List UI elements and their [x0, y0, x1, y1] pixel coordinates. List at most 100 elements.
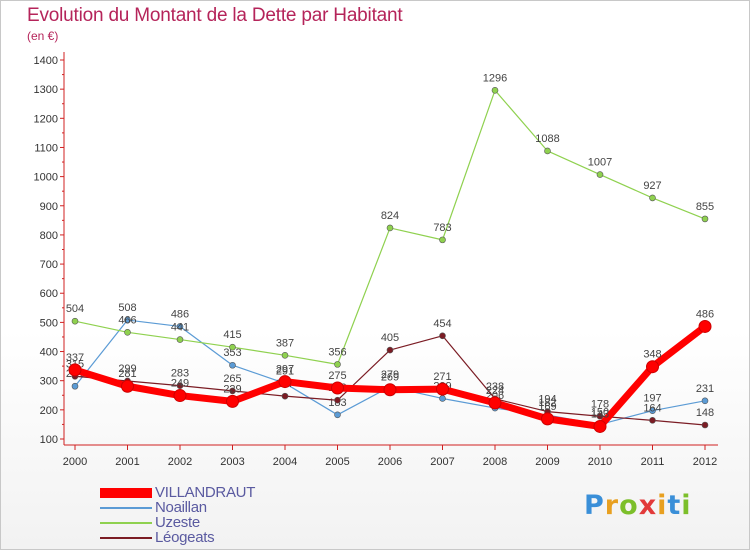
y-tick-label: 1000 [34, 172, 58, 184]
data-label-l-ogeats: 283 [171, 368, 189, 380]
data-point-villandraut [121, 379, 134, 393]
y-tick-label: 800 [40, 230, 58, 242]
x-tick-label: 2008 [483, 456, 507, 468]
data-label-noaillan: 279 [381, 369, 399, 381]
data-label-l-ogeats: 265 [223, 373, 241, 385]
data-point-villandraut [541, 412, 554, 426]
data-label-uzeste: 783 [433, 222, 451, 234]
data-label-villandraut: 143 [591, 408, 609, 420]
legend-swatch [100, 488, 152, 498]
x-tick-label: 2001 [115, 456, 139, 468]
data-point-uzeste [439, 236, 446, 244]
logo-letter: o [619, 490, 639, 521]
data-label-noaillan: 197 [643, 393, 661, 405]
data-point-villandraut [646, 360, 659, 374]
data-label-villandraut: 275 [328, 370, 346, 382]
data-label-villandraut: 269 [381, 372, 399, 384]
data-point-noaillan [71, 382, 79, 390]
data-point-l-ogeats [386, 346, 394, 354]
series-villandraut: 337 281 249 229 297 275 269 271 224 169 143 348 486 [66, 308, 714, 433]
y-tick-label: 700 [40, 259, 58, 271]
data-point-uzeste [596, 171, 604, 178]
x-tick-label: 2003 [220, 456, 244, 468]
data-label-villandraut: 271 [433, 371, 451, 383]
data-point-villandraut [226, 394, 239, 408]
data-point-uzeste [71, 317, 79, 325]
data-point-uzeste [544, 147, 551, 155]
data-point-villandraut [173, 389, 187, 403]
data-point-noaillan [439, 395, 446, 402]
data-label-uzeste: 1296 [483, 72, 507, 84]
data-label-uzeste: 927 [643, 180, 661, 192]
legend-swatch [100, 522, 152, 524]
data-label-villandraut: 169 [538, 401, 556, 413]
data-label-noaillan: 231 [696, 383, 714, 395]
x-tick-label: 2007 [430, 456, 454, 468]
data-point-l-ogeats [334, 396, 341, 404]
logo-letter: i [657, 490, 668, 521]
data-point-villandraut [278, 375, 292, 389]
legend-swatch [100, 537, 152, 539]
y-tick-label: 1100 [34, 142, 58, 154]
data-label-l-ogeats: 454 [433, 318, 451, 330]
data-point-villandraut [698, 319, 712, 333]
x-tick-label: 2010 [588, 456, 612, 468]
data-label-villandraut: 281 [118, 368, 136, 380]
data-label-noaillan: 353 [223, 347, 241, 359]
data-label-noaillan: 182 [538, 397, 556, 409]
legend-swatch [100, 507, 152, 509]
data-label-villandraut: 486 [696, 308, 714, 320]
data-point-l-ogeats [229, 387, 236, 395]
data-label-noaillan: 508 [118, 302, 136, 314]
data-point-l-ogeats [701, 421, 709, 429]
data-label-uzeste: 504 [66, 303, 84, 315]
data-label-l-ogeats: 238 [486, 381, 504, 393]
data-point-uzeste [649, 194, 656, 202]
data-point-noaillan [701, 397, 709, 405]
data-label-l-ogeats: 164 [643, 402, 661, 414]
logo-letter: x [638, 490, 658, 521]
data-label-uzeste: 441 [171, 322, 189, 334]
data-label-l-ogeats: 178 [591, 398, 609, 410]
data-label-villandraut: 229 [223, 383, 241, 395]
legend-label: Noaillan [155, 499, 207, 516]
y-tick-label: 900 [40, 201, 58, 213]
data-point-villandraut [593, 419, 607, 433]
data-label-uzeste: 356 [328, 346, 346, 358]
data-label-uzeste: 387 [276, 337, 294, 349]
y-tick-label: 200 [40, 405, 58, 417]
logo-letter: t [667, 490, 682, 521]
x-tick-label: 2006 [378, 456, 402, 468]
y-tick-label: 1300 [34, 84, 58, 96]
y-tick-label: 300 [40, 376, 58, 388]
x-tick-label: 2012 [693, 456, 717, 468]
x-tick-label: 2002 [168, 456, 192, 468]
y-tick-label: 1200 [34, 113, 58, 125]
x-tick-label: 2000 [63, 456, 87, 468]
data-label-noaillan: 291 [276, 365, 294, 377]
data-label-l-ogeats: 299 [118, 363, 136, 375]
data-point-uzeste [281, 352, 289, 359]
data-point-uzeste [124, 328, 131, 336]
data-label-noaillan: 486 [171, 308, 189, 320]
data-point-l-ogeats [176, 382, 184, 389]
data-label-l-ogeats: 148 [696, 407, 714, 419]
data-point-noaillan [649, 407, 656, 415]
data-point-noaillan [334, 411, 341, 419]
x-tick-label: 2009 [535, 456, 559, 468]
data-point-uzeste [334, 361, 341, 368]
data-point-uzeste [386, 224, 394, 232]
y-tick-label: 1400 [34, 55, 58, 67]
chart-title: Evolution du Montant de la Dette par Hab… [27, 5, 403, 26]
y-tick-label: 100 [40, 434, 58, 446]
data-label-villandraut: 337 [66, 352, 84, 364]
logo-letter: i [681, 490, 692, 521]
data-label-villandraut: 348 [643, 349, 661, 361]
data-point-villandraut [383, 383, 397, 397]
y-tick-label: 400 [40, 347, 58, 359]
data-point-uzeste [701, 215, 709, 223]
legend-label: Uzeste [155, 514, 200, 531]
data-point-uzeste [176, 336, 184, 343]
data-point-noaillan [124, 316, 131, 324]
